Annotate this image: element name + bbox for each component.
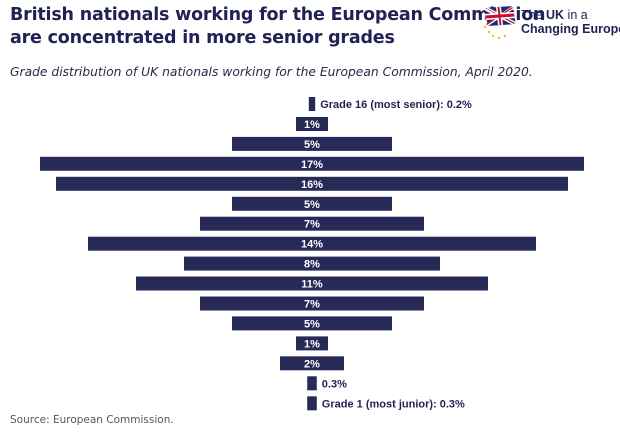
logo-uk: UK [546, 8, 565, 22]
logo-prefix: The [521, 8, 547, 22]
bar-label-grade-14: 5% [304, 139, 320, 151]
logo-changing-europe: Changing Europe [521, 22, 620, 36]
bar-grade-12 [56, 176, 568, 191]
logo-suffix: in a [564, 8, 588, 22]
chart-subtitle: Grade distribution of UK nationals worki… [10, 65, 533, 79]
bar-label-grade-6: 7% [304, 299, 320, 311]
title-line-2: are concentrated in more senior grades [10, 28, 395, 48]
bar-label-grade-4: 1% [304, 338, 320, 350]
bar-label-grade-15: 1% [304, 119, 320, 131]
bar-grade-4 [296, 336, 328, 351]
bar-grade-16 [308, 97, 316, 111]
bar-grade-9 [88, 236, 536, 251]
logo-text: The UK in a Changing Europe [521, 8, 620, 36]
bar-grade-1 [307, 396, 317, 411]
bar-label-grade-13: 17% [301, 159, 323, 171]
bar-grade-5 [232, 316, 392, 331]
bar-grade-6 [200, 296, 424, 311]
bar-label-grade-9: 14% [301, 239, 323, 251]
bar-label-grade-1: Grade 1 (most junior): 0.3% [322, 398, 465, 410]
title-line-1: British nationals working for the Europe… [10, 5, 546, 25]
bar-grade-2 [307, 376, 317, 391]
bar-label-grade-10: 7% [304, 219, 320, 231]
bar-grade-15 [296, 117, 328, 131]
bar-grade-14 [232, 136, 392, 151]
source-note: Source: European Commission. [10, 414, 174, 426]
bar-label-grade-5: 5% [304, 318, 320, 330]
bar-label-grade-16: Grade 16 (most senior): 0.2% [320, 99, 472, 111]
bar-grade-10 [200, 216, 424, 231]
bar-grade-11 [232, 196, 392, 211]
bar-label-grade-3: 2% [304, 358, 320, 370]
bar-label-grade-2: 0.3% [322, 378, 347, 390]
bar-grade-8 [184, 256, 440, 271]
bar-label-grade-12: 16% [301, 179, 323, 191]
bar-label-grade-7: 11% [301, 279, 323, 291]
bar-label-grade-11: 5% [304, 199, 320, 211]
uk-in-changing-europe-logo: The UK in a Changing Europe [478, 2, 620, 44]
bar-grade-13 [40, 156, 584, 171]
chart-title: British nationals working for the Europe… [10, 4, 545, 50]
bar-grade-7 [136, 276, 488, 291]
bar-grade-3 [280, 356, 344, 371]
union-jack-star-icon [483, 6, 516, 40]
logo-line-1: The UK in a [521, 8, 620, 22]
bar-label-grade-8: 8% [304, 259, 320, 271]
logo-line-2: Changing Europe [521, 22, 620, 36]
